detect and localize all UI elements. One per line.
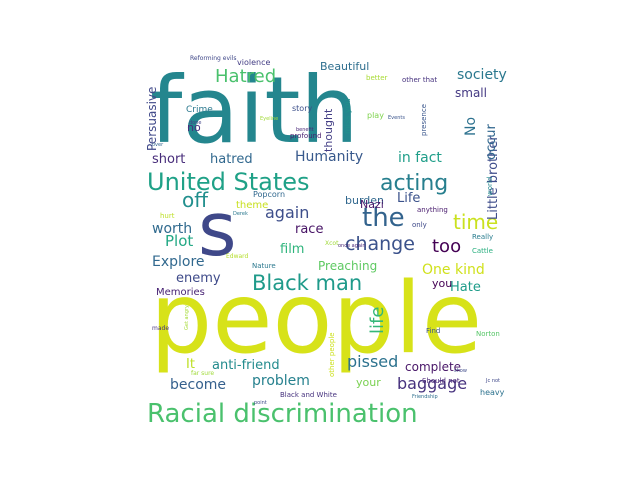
word-23: worth (152, 221, 192, 237)
word-27: Explore (152, 254, 205, 270)
word-30: short (152, 152, 185, 167)
word-44: theme (236, 200, 268, 211)
word-87: far sure (191, 370, 214, 377)
word-46: It (186, 357, 195, 372)
word-33: anti-friend (212, 358, 280, 373)
word-18: Humanity (295, 149, 363, 165)
word-40: small (455, 86, 487, 100)
word-60: anything (417, 206, 448, 214)
word-48: your (356, 376, 381, 389)
word-31: become (170, 377, 226, 393)
word-67: heavy (480, 388, 505, 397)
word-83: benefit (296, 127, 314, 133)
word-35: Preaching (318, 259, 377, 273)
word-79: made (152, 325, 169, 332)
word-89: once again (338, 243, 366, 249)
word-36: Persuasive (145, 87, 159, 151)
word-29: Hate (450, 280, 481, 295)
word-53: play (367, 111, 384, 120)
word-45: Nazi (360, 198, 384, 211)
word-19: in fact (398, 150, 442, 166)
word-0: people (150, 262, 482, 376)
word-57: violence (237, 58, 270, 67)
word-5: acting (380, 171, 448, 196)
word-39: No (463, 117, 479, 136)
word-63: Cattle (472, 247, 493, 255)
word-82: Eyeline (260, 116, 278, 122)
word-58: Popcorn (253, 190, 285, 199)
word-74: Reforming evils (190, 55, 236, 62)
word-81: done (189, 120, 201, 126)
word-14: pissed (347, 352, 398, 371)
word-2: s (198, 187, 237, 273)
word-1: faith (150, 57, 359, 164)
word-7: the (362, 203, 405, 233)
word-22: Plot (165, 232, 193, 250)
word-59: profound (290, 132, 322, 140)
word-55: other that (402, 76, 437, 84)
word-38: occur (484, 124, 499, 160)
word-84: Events (388, 115, 405, 121)
word-69: other people (328, 332, 336, 377)
word-61: only (412, 221, 427, 229)
word-25: film (280, 242, 304, 257)
word-6: Black man (252, 271, 362, 295)
word-52: story (292, 104, 312, 113)
word-78: Get angry (184, 305, 190, 330)
word-16: Hatred (215, 66, 276, 87)
word-66: Norton (476, 330, 500, 338)
word-13: life (367, 307, 388, 334)
word-21: Life (397, 191, 420, 206)
word-73: miss you (343, 98, 352, 134)
word-11: off (182, 188, 209, 212)
word-88: over (152, 142, 164, 148)
word-50: Crime (186, 105, 213, 115)
word-41: Beautiful (320, 60, 369, 73)
word-71: Edward (226, 253, 249, 260)
word-28: One kind (422, 262, 485, 278)
word-37: Little brother (486, 135, 501, 220)
word-9: change (345, 233, 415, 255)
word-77: Friendship (412, 394, 438, 400)
word-86: show (454, 368, 467, 374)
word-56: presence (420, 104, 428, 136)
word-20: society (457, 67, 507, 83)
word-34: complete (405, 360, 461, 374)
word-68: Black and White (280, 391, 337, 399)
word-24: race (295, 222, 323, 237)
word-65: Find (426, 327, 440, 335)
word-72: Xcot (325, 240, 339, 247)
word-90: Derek (233, 211, 248, 217)
word-3: Racial discrimination (147, 399, 418, 429)
word-47: you (432, 277, 452, 290)
word-26: enemy (176, 271, 221, 286)
word-12: again (265, 203, 309, 222)
word-64: world (486, 177, 494, 196)
word-70: Nature (252, 262, 276, 270)
word-8: time (453, 210, 498, 234)
word-62: Really (472, 233, 493, 241)
word-32: problem (252, 373, 310, 389)
word-85: Jc not (485, 378, 500, 384)
word-10: too (432, 236, 461, 257)
word-15: baggage (397, 374, 467, 393)
word-42: thought (322, 108, 335, 152)
word-4: United States (147, 168, 310, 196)
word-76: point (254, 400, 267, 406)
word-75: Should not (422, 377, 460, 385)
word-80: hurt (160, 212, 175, 220)
word-54: better (366, 74, 388, 82)
word-51: no (187, 121, 201, 134)
word-17: hatred (210, 152, 253, 167)
word-43: burden (345, 194, 384, 207)
word-49: Memories (156, 287, 205, 298)
